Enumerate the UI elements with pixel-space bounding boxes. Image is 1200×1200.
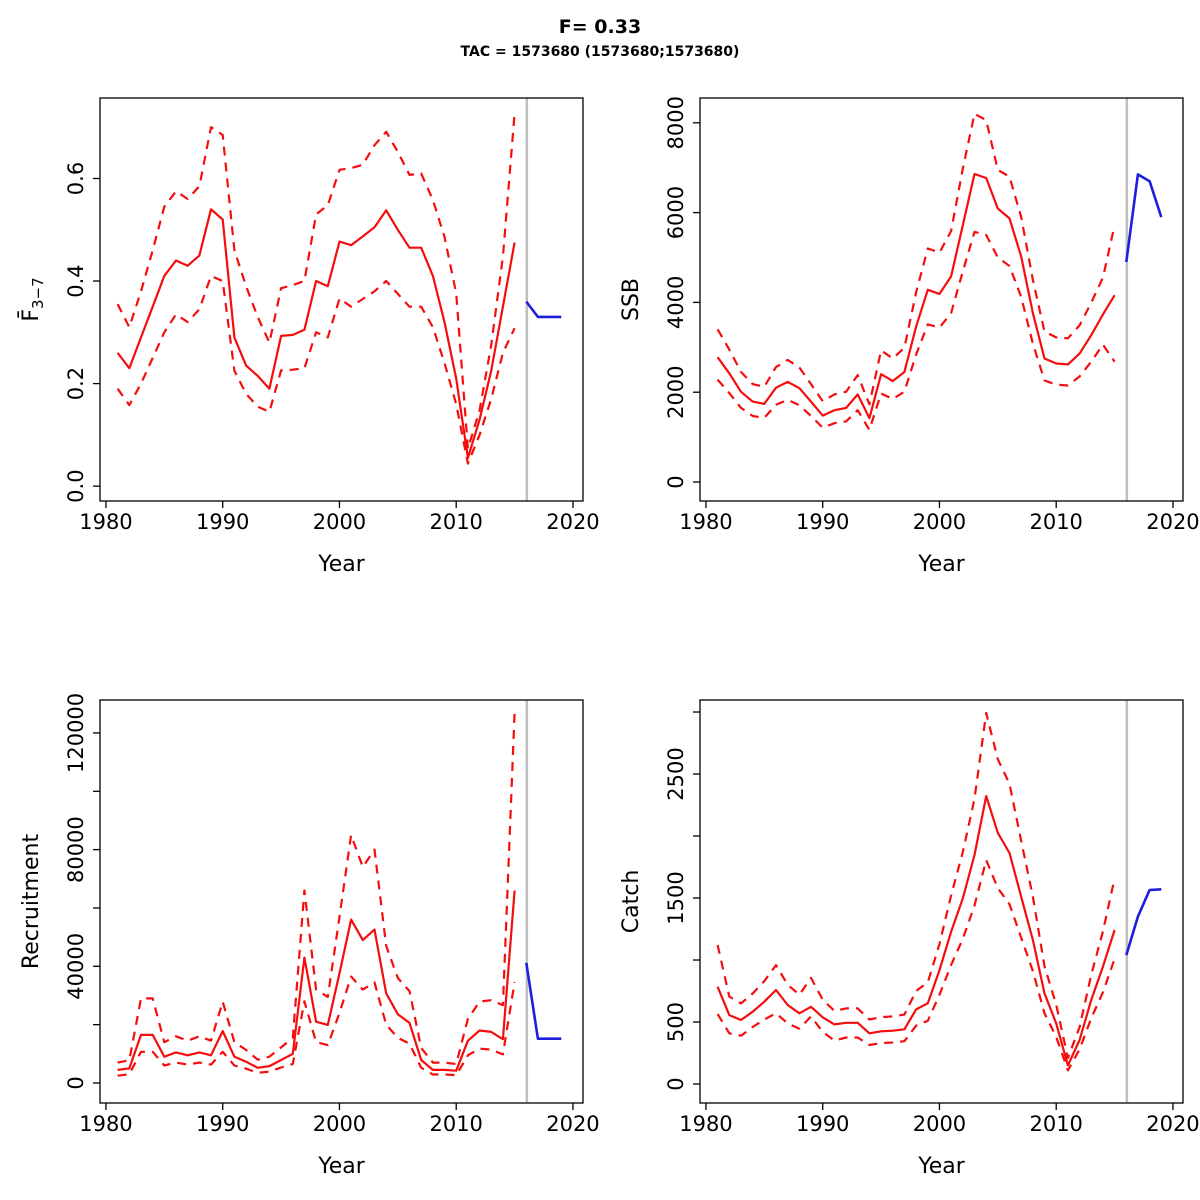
fbar-lower-ci-line xyxy=(116,274,516,465)
recruitment-lower-ci-line xyxy=(117,975,516,1077)
catch-x-tick-label: 1990 xyxy=(796,1112,849,1136)
ssb-x-tick-label: 2020 xyxy=(1146,510,1199,534)
fbar-x-tick-label: 2010 xyxy=(429,510,482,534)
catch-y-tick-label: 1500 xyxy=(664,871,688,924)
recruitment-y-tick-label: 120000 xyxy=(64,693,88,773)
recruitment-y-axis-title: Recruitment xyxy=(19,834,44,970)
catch-x-tick-label: 2020 xyxy=(1146,1112,1199,1136)
panel-catch: 1980 1990 2000 2010 2020 0 500 1500 2500 Year Catc… xyxy=(619,699,1200,1179)
fbar-forecast-line xyxy=(525,300,562,319)
catch-y-tick-label: 500 xyxy=(664,1002,688,1042)
panel-ssb: 1980 1990 2000 2010 2020 0 2000 4000 6000 8000 Yea… xyxy=(619,96,1200,577)
fbar-x-tick-label: 2000 xyxy=(313,510,366,534)
recruitment-plot-box xyxy=(99,699,584,1104)
fbar-x-tick-label: 1980 xyxy=(79,510,132,534)
ssb-y-tick-label: 8000 xyxy=(664,96,688,149)
recruitment-x-axis-title: Year xyxy=(317,1154,366,1179)
recruitment-upper-ci-line xyxy=(117,712,516,1066)
fbar-upper-ci-line xyxy=(116,113,516,450)
catch-plot-box xyxy=(699,699,1184,1104)
ssb-x-tick-label: 2000 xyxy=(913,510,966,534)
plot-subtitle: TAC = 1573680 (1573680;1573680) xyxy=(460,44,740,60)
recruitment-x-tick-label: 2000 xyxy=(313,1112,366,1136)
catch-x-tick-label: 1980 xyxy=(679,1112,732,1136)
catch-y-tick-label: 2500 xyxy=(664,747,688,800)
ssb-y-tick-label: 4000 xyxy=(664,276,688,329)
recruitment-x-tick-label: 2020 xyxy=(546,1112,599,1136)
recruitment-median-line xyxy=(117,890,516,1072)
recruitment-forecast-line xyxy=(525,962,562,1040)
fbar-x-tick-label: 2020 xyxy=(546,510,599,534)
ssb-y-axis-title: SSB xyxy=(619,278,644,321)
catch-median-line xyxy=(716,794,1116,1067)
fbar-x-axis-title: Year xyxy=(317,552,366,577)
ssb-x-tick-label: 1990 xyxy=(796,510,849,534)
fbar-median-line xyxy=(116,208,516,459)
ssb-y-tick-label: 6000 xyxy=(664,186,688,239)
fbar-x-tick-label: 1990 xyxy=(196,510,249,534)
catch-forecast-line xyxy=(1125,888,1162,956)
ssb-forecast-line xyxy=(1125,173,1163,263)
fbar-y-tick-label: 0.2 xyxy=(64,367,88,400)
catch-y-axis-title: Catch xyxy=(619,870,644,934)
ssb-x-tick-label: 2010 xyxy=(1029,510,1082,534)
panel-recruitment: 1980 1990 2000 2010 2020 0 40000 80000 120000 Yea… xyxy=(19,693,600,1179)
ssb-x-axis-title: Year xyxy=(917,552,966,577)
panel-fbar: 1980 1990 2000 2010 2020 0.0 0.2 0.4 0.6 Year F̄3−… xyxy=(18,97,600,577)
catch-y-tick-label: 0 xyxy=(664,1077,688,1090)
fbar-plot-box xyxy=(99,97,584,502)
plot-title: F= 0.33 xyxy=(558,16,642,38)
fbar-y-tick-label: 0.0 xyxy=(64,469,88,502)
catch-x-tick-label: 2000 xyxy=(913,1112,966,1136)
ssb-x-tick-label: 1980 xyxy=(679,510,732,534)
ssb-plot-box xyxy=(699,97,1184,502)
ssb-median-line xyxy=(716,172,1116,420)
fbar-y-tick-label: 0.6 xyxy=(64,162,88,195)
fbar-y-axis-title: F̄3−7 xyxy=(18,277,47,321)
catch-lower-ci-line xyxy=(716,858,1116,1072)
recruitment-x-tick-label: 1990 xyxy=(196,1112,249,1136)
recruitment-x-tick-label: 2010 xyxy=(429,1112,482,1136)
recruitment-y-tick-label: 40000 xyxy=(64,933,88,1000)
ssb-y-tick-label: 0 xyxy=(664,475,688,488)
ssb-lower-ci-line xyxy=(716,230,1116,431)
recruitment-y-tick-label: 0 xyxy=(64,1076,88,1089)
catch-x-axis-title: Year xyxy=(917,1154,966,1179)
catch-x-tick-label: 2010 xyxy=(1029,1112,1082,1136)
catch-upper-ci-line xyxy=(716,711,1116,1060)
recruitment-x-tick-label: 1980 xyxy=(79,1112,132,1136)
ssb-upper-ci-line xyxy=(716,112,1116,406)
recruitment-y-tick-label: 80000 xyxy=(64,816,88,883)
ssb-y-tick-label: 2000 xyxy=(664,365,688,418)
fbar-y-tick-label: 0.4 xyxy=(64,264,88,297)
